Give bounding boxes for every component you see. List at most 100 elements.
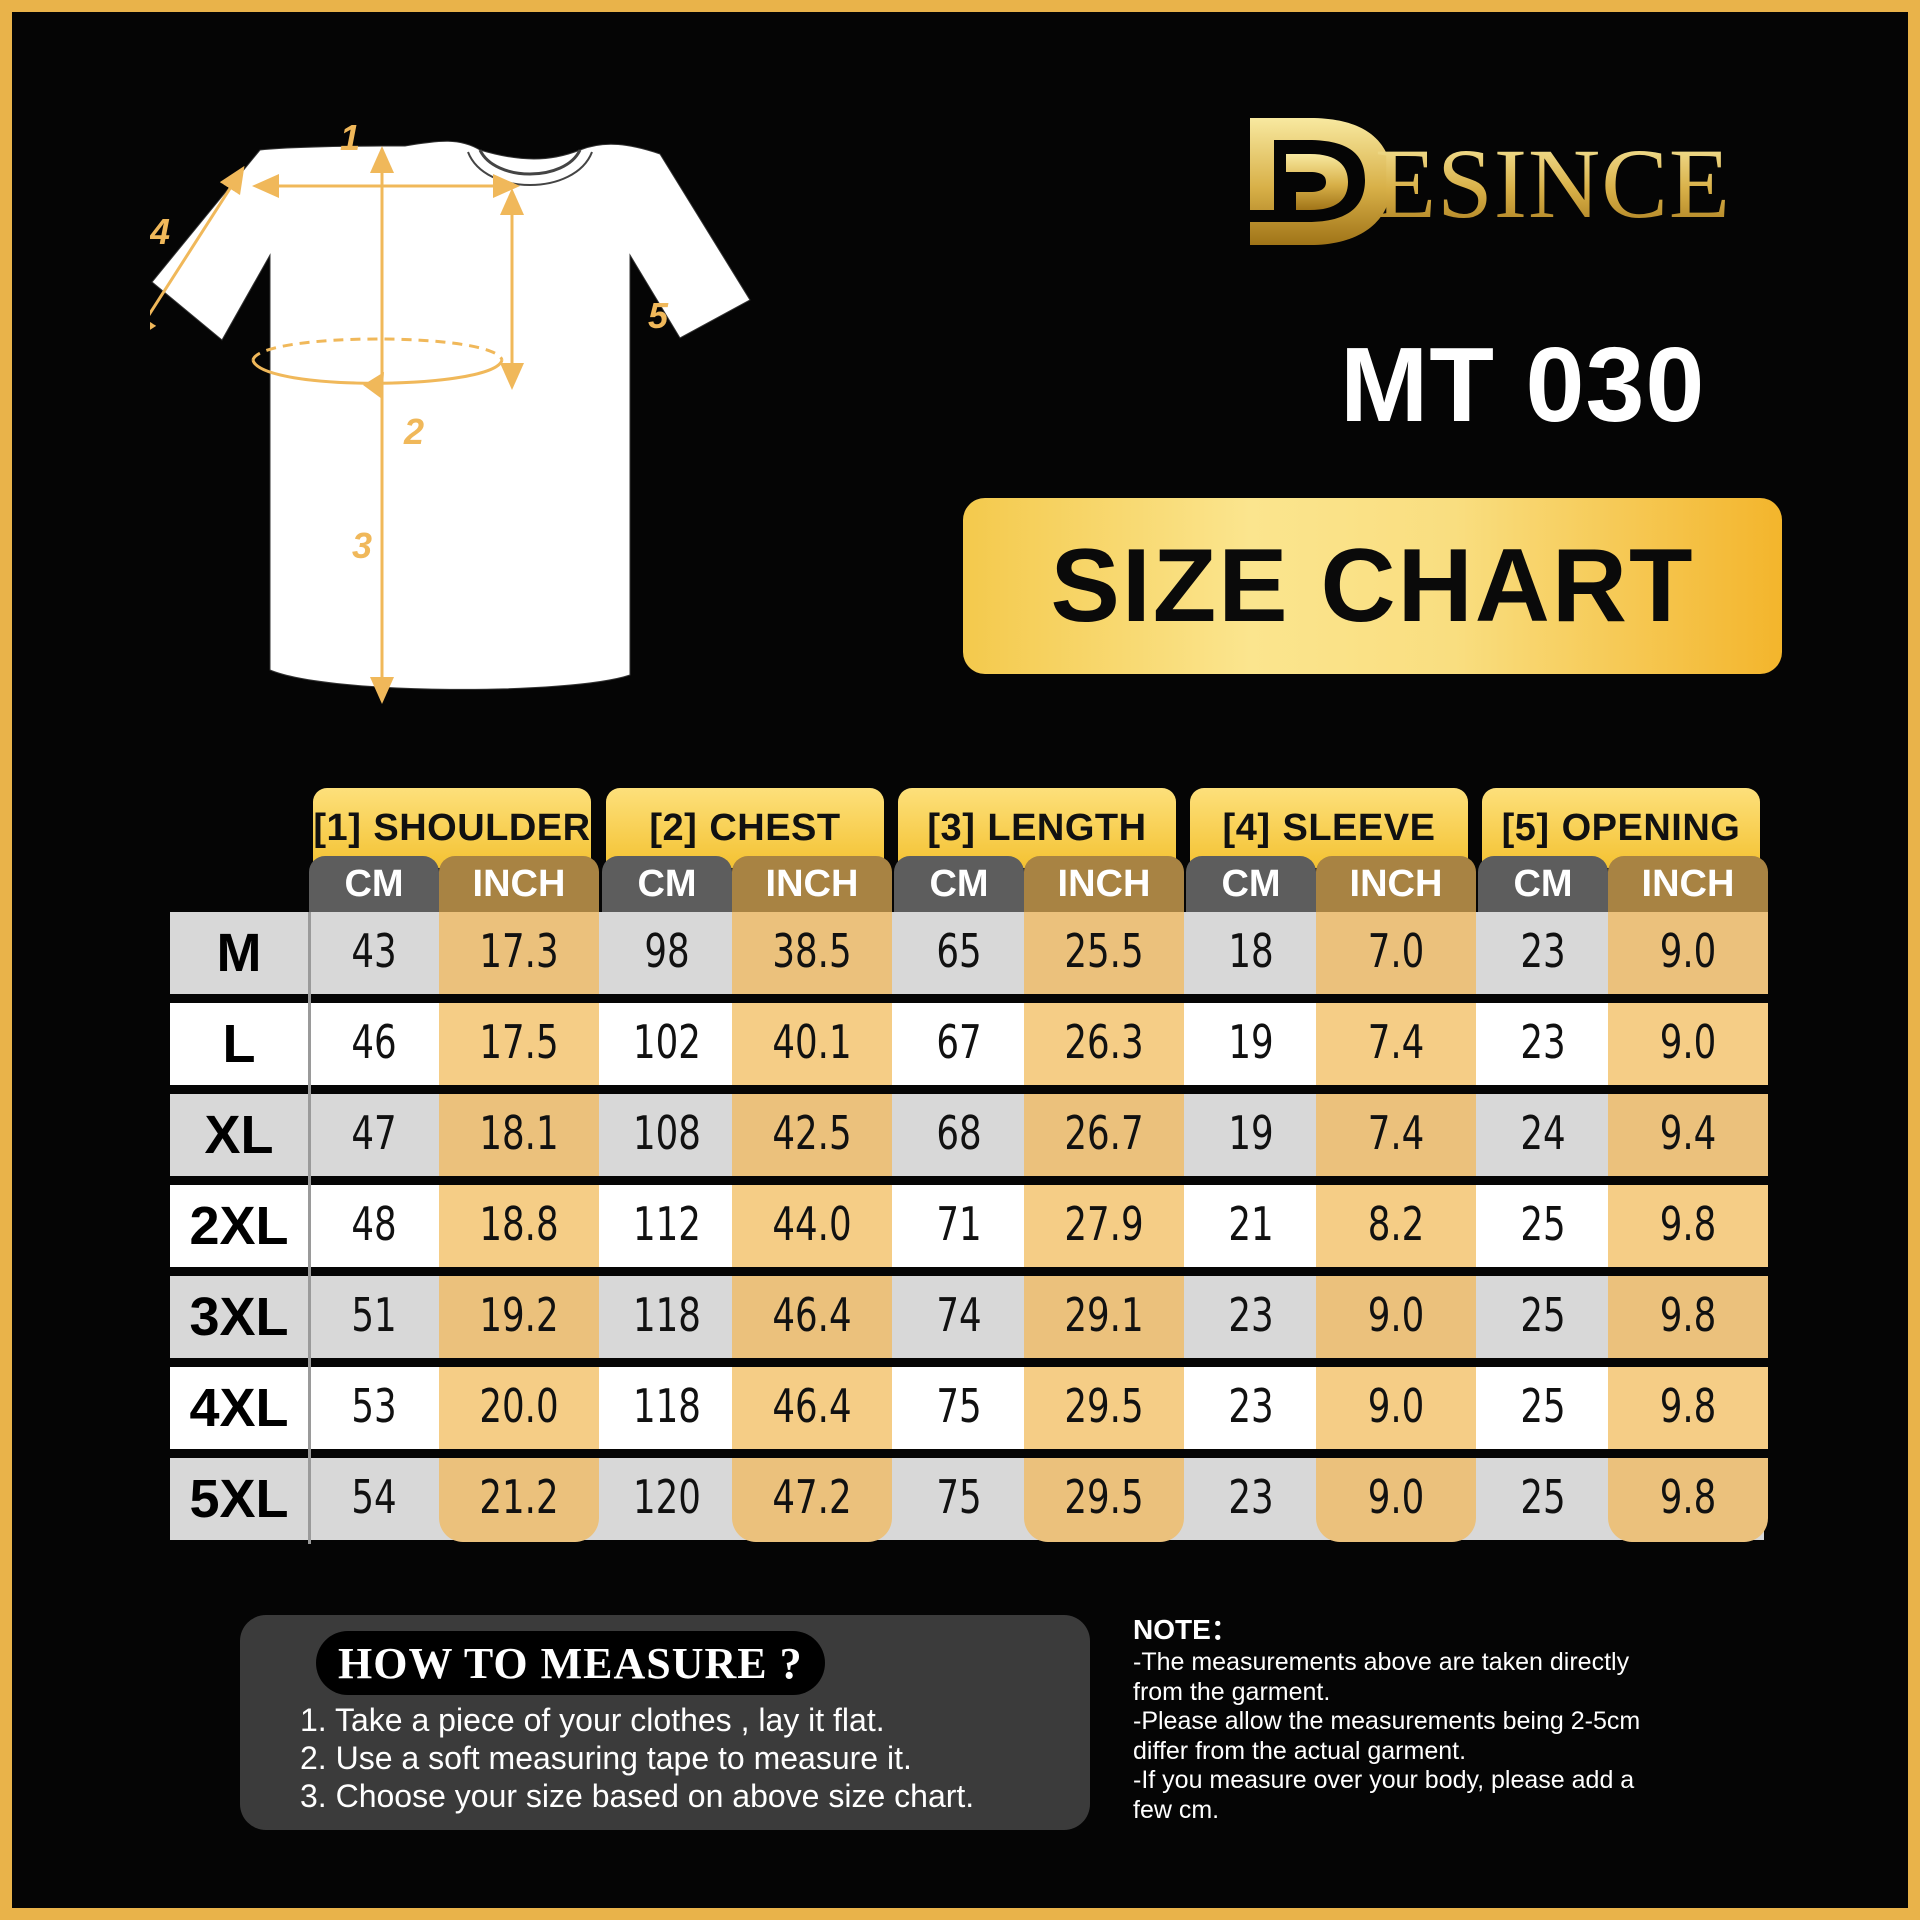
- size-chart-banner: SIZE CHART: [963, 498, 1782, 674]
- inch-cell-bg: [1608, 1185, 1768, 1267]
- label-2: 2: [403, 411, 424, 452]
- inch-cell-bg: [1316, 1458, 1476, 1542]
- inch-value: 9.0: [1659, 1015, 1717, 1069]
- cm-value: 74: [936, 1288, 982, 1342]
- banner-title: SIZE CHART: [1050, 527, 1695, 644]
- group-index: [3]: [927, 806, 976, 849]
- inch-cell-bg: [1024, 1367, 1184, 1449]
- inch-cell-bg: [1316, 1185, 1476, 1267]
- column-group-header: [1] SHOULDER: [313, 788, 591, 868]
- label-4: 4: [150, 211, 170, 252]
- group-name: OPENING: [1561, 806, 1741, 849]
- cm-value: 23: [1228, 1470, 1274, 1524]
- table-row: [170, 1185, 1764, 1267]
- inch-cell-bg: [439, 1185, 599, 1267]
- size-label: L: [222, 1014, 256, 1074]
- cm-value: 25: [1520, 1288, 1566, 1342]
- table-row: [170, 1458, 1764, 1540]
- inch-cell-bg: [439, 1276, 599, 1358]
- step-2: 2. Use a soft measuring tape to measure …: [300, 1740, 912, 1776]
- cm-value: 98: [644, 924, 690, 978]
- inch-cell-bg: [732, 1185, 892, 1267]
- cm-value: 108: [633, 1106, 701, 1160]
- inch-value: 40.1: [772, 1015, 852, 1069]
- inch-value: 38.5: [772, 924, 852, 978]
- size-label: XL: [204, 1105, 274, 1165]
- inch-cell-bg: [1316, 1276, 1476, 1358]
- inch-cell-bg: [1024, 1003, 1184, 1085]
- unit-header-inch: INCH: [732, 856, 892, 912]
- inch-cell-bg: [732, 1003, 892, 1085]
- cm-value: 67: [936, 1015, 982, 1069]
- inch-value: 17.5: [479, 1015, 559, 1069]
- cm-value: 53: [351, 1379, 397, 1433]
- inch-cell-bg: [1608, 1003, 1768, 1085]
- inch-value: 29.5: [1064, 1379, 1144, 1433]
- note-block: NOTE： -The measurements above are taken …: [1133, 1612, 1733, 1825]
- cm-value: 75: [936, 1470, 982, 1524]
- cm-value: 51: [351, 1288, 397, 1342]
- inch-column: [1024, 912, 1184, 1542]
- inch-value: 9.0: [1367, 1379, 1425, 1433]
- inch-value: 44.0: [772, 1197, 852, 1251]
- inch-cell-bg: [1608, 912, 1768, 994]
- inch-cell-bg: [439, 1003, 599, 1085]
- inch-value: 19.2: [479, 1288, 559, 1342]
- cm-value: 54: [351, 1470, 397, 1524]
- brand-name: ESINCE: [1375, 128, 1731, 239]
- model-number: MT 030: [1340, 326, 1706, 444]
- inch-value: 9.8: [1659, 1470, 1717, 1524]
- cm-value: 43: [351, 924, 397, 978]
- inch-cell-bg: [1316, 1003, 1476, 1085]
- size-column-divider: [308, 912, 311, 1544]
- how-to-measure-panel: HOW TO MEASURE ? 1. Take a piece of your…: [240, 1615, 1090, 1830]
- inch-value: 9.0: [1367, 1288, 1425, 1342]
- cm-value: 19: [1228, 1106, 1274, 1160]
- table-row: [170, 912, 1764, 994]
- inch-cell-bg: [1316, 912, 1476, 994]
- how-to-measure-steps: 1. Take a piece of your clothes , lay it…: [300, 1701, 974, 1815]
- group-name: SLEEVE: [1282, 806, 1436, 849]
- how-to-measure-title: HOW TO MEASURE ?: [316, 1631, 825, 1695]
- inch-cell-bg: [732, 1276, 892, 1358]
- note-line: from the garment.: [1133, 1677, 1331, 1706]
- cm-value: 112: [633, 1197, 701, 1251]
- cm-value: 118: [633, 1288, 701, 1342]
- cm-value: 23: [1228, 1288, 1274, 1342]
- inch-value: 18.8: [479, 1197, 559, 1251]
- inch-value: 9.8: [1659, 1288, 1717, 1342]
- column-group-header: [2] CHEST: [606, 788, 884, 868]
- inch-cell-bg: [1024, 1276, 1184, 1358]
- tshirt-diagram: 1 2 3 4 5: [150, 117, 751, 704]
- group-name: SHOULDER: [373, 806, 591, 849]
- inch-column: [439, 912, 599, 1542]
- inch-cell-bg: [1024, 1185, 1184, 1267]
- cm-value: 102: [633, 1015, 701, 1069]
- inch-value: 42.5: [772, 1106, 852, 1160]
- tshirt-shape: [151, 140, 751, 690]
- unit-header-cm: CM: [602, 856, 732, 912]
- inch-value: 18.1: [479, 1106, 559, 1160]
- inch-cell-bg: [732, 1367, 892, 1449]
- label-5: 5: [648, 295, 669, 336]
- label-1: 1: [340, 117, 360, 158]
- note-line: -Please allow the measurements being 2-5…: [1133, 1707, 1641, 1735]
- inch-value: 47.2: [772, 1470, 852, 1524]
- inch-column: [1316, 912, 1476, 1542]
- cm-value: 23: [1520, 924, 1566, 978]
- inch-value: 26.3: [1064, 1015, 1144, 1069]
- group-name: LENGTH: [987, 806, 1147, 849]
- step-3: 3. Choose your size based on above size …: [300, 1778, 975, 1814]
- cm-value: 71: [936, 1197, 982, 1251]
- unit-header-inch: INCH: [1608, 856, 1768, 912]
- unit-header-inch: INCH: [439, 856, 599, 912]
- table-row: [170, 1276, 1764, 1358]
- inch-cell-bg: [439, 912, 599, 994]
- cm-value: 46: [351, 1015, 397, 1069]
- inch-cell-bg: [1024, 1094, 1184, 1176]
- note-line: differ from the actual garment.: [1133, 1736, 1467, 1765]
- note-text: -The measurements above are taken direct…: [1133, 1648, 1733, 1825]
- note-line: -If you measure over your body, please a…: [1133, 1766, 1635, 1794]
- label-3: 3: [352, 525, 372, 566]
